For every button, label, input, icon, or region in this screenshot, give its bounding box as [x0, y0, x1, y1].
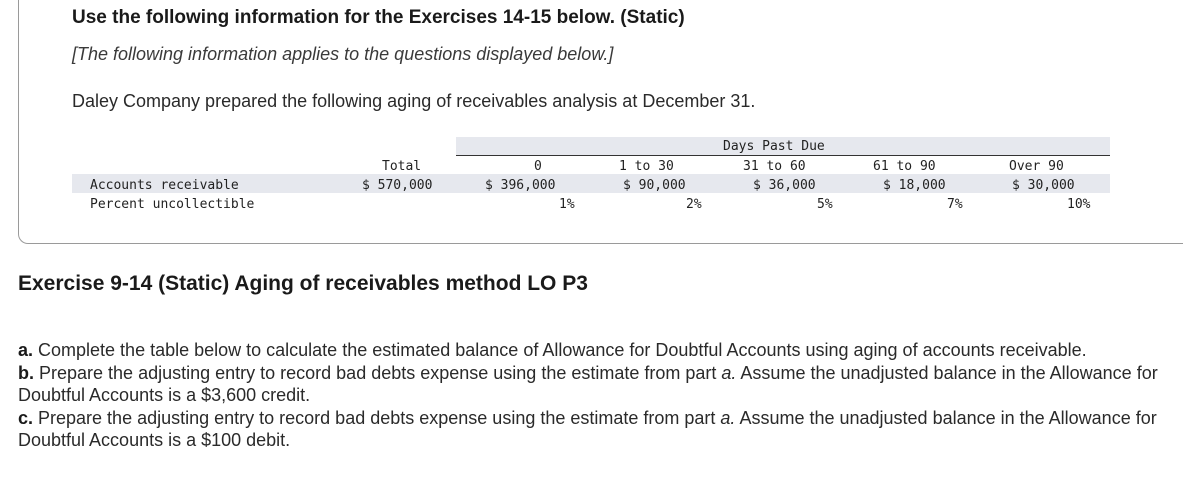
pct-31-60: 5% [817, 197, 833, 212]
pct-61-90: 7% [947, 197, 963, 212]
part-b: b. Prepare the adjusting entry to record… [18, 362, 1168, 407]
part-b-ref: a. [721, 362, 737, 383]
row-label-accounts-receivable: Accounts receivable [90, 178, 239, 193]
group-header-days-past-due: Days Past Due [723, 139, 825, 154]
part-a-letter: a. [18, 340, 34, 360]
info-panel [18, 0, 1183, 244]
col-header-61-90: 61 to 90 [873, 159, 936, 174]
part-b-text-before: Prepare the adjusting entry to record ba… [34, 362, 722, 383]
info-heading: Use the following information for the Ex… [72, 7, 685, 28]
group-header-band [456, 137, 1110, 155]
part-c-letter: c. [18, 407, 34, 428]
aging-table: Days Past Due Total 0 1 to 30 31 to 60 6… [72, 137, 1110, 214]
row-label-percent-uncollectible: Percent uncollectible [90, 197, 255, 212]
ar-61-90: $ 18,000 [883, 178, 946, 193]
col-header-0: 0 [534, 159, 542, 174]
pct-0: 1% [559, 197, 575, 212]
part-a: a. Complete the table below to calculate… [18, 339, 1168, 362]
ar-31-60: $ 36,000 [753, 178, 816, 193]
info-subnote: [The following information applies to th… [72, 44, 614, 64]
ar-total: $ 570,000 [362, 178, 433, 193]
part-a-text: Complete the table below to calculate th… [33, 340, 1087, 360]
accounts-receivable-band [72, 174, 1110, 193]
header-rule [456, 155, 1110, 156]
ar-1-30: $ 90,000 [623, 178, 686, 193]
part-c-text-after: Assume the unadjusted balance in the All… [18, 407, 1157, 451]
col-header-total: Total [382, 159, 422, 174]
part-b-text-after: Assume the unadjusted balance in the All… [18, 362, 1158, 406]
pct-over-90: 10% [1067, 197, 1091, 212]
ar-0: $ 396,000 [485, 178, 556, 193]
part-c-text-before: Prepare the adjusting entry to record ba… [33, 407, 721, 428]
part-c-ref: a. [720, 407, 736, 428]
pct-1-30: 2% [686, 197, 702, 212]
col-header-31-60: 31 to 60 [743, 159, 806, 174]
info-intro: Daley Company prepared the following agi… [72, 91, 756, 111]
exercise-title: Exercise 9-14 (Static) Aging of receivab… [18, 272, 588, 295]
ar-over-90: $ 30,000 [1012, 178, 1075, 193]
col-header-over-90: Over 90 [1009, 159, 1064, 174]
exercise-instructions: a. Complete the table below to calculate… [18, 339, 1168, 452]
part-b-letter: b. [18, 362, 34, 383]
col-header-1-30: 1 to 30 [619, 159, 674, 174]
part-c: c. Prepare the adjusting entry to record… [18, 407, 1168, 452]
